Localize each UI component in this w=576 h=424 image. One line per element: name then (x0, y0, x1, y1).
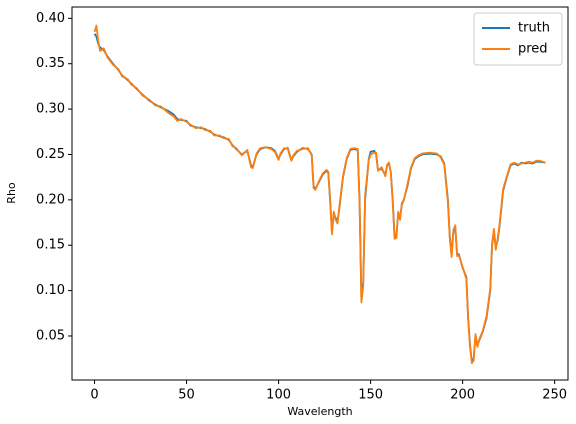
y-tick-label: 0.25 (36, 147, 65, 162)
y-tick-label: 0.30 (36, 102, 65, 117)
series-line (93, 24, 546, 365)
plot-frame (71, 6, 569, 381)
y-tick-label: 0.05 (36, 328, 65, 343)
y-tick-label: 0.10 (36, 283, 65, 298)
x-tick-label: 0 (90, 388, 98, 403)
x-tick-label: 150 (358, 388, 383, 403)
x-tick-label: 50 (178, 388, 195, 403)
legend-box (473, 12, 563, 66)
x-tick-label: 250 (542, 388, 567, 403)
x-tick-label: 100 (266, 388, 291, 403)
y-axis-label: Rho (5, 182, 18, 204)
y-tick-label: 0.40 (36, 11, 65, 26)
x-tick-label: 200 (450, 388, 475, 403)
x-axis-label: Wavelength (287, 405, 352, 418)
series-line (93, 33, 546, 363)
y-tick-label: 0.20 (36, 192, 65, 207)
legend-label: truth (518, 21, 550, 36)
legend-label: pred (518, 42, 548, 57)
y-tick-label: 0.35 (36, 56, 65, 71)
y-tick-label: 0.15 (36, 238, 65, 253)
